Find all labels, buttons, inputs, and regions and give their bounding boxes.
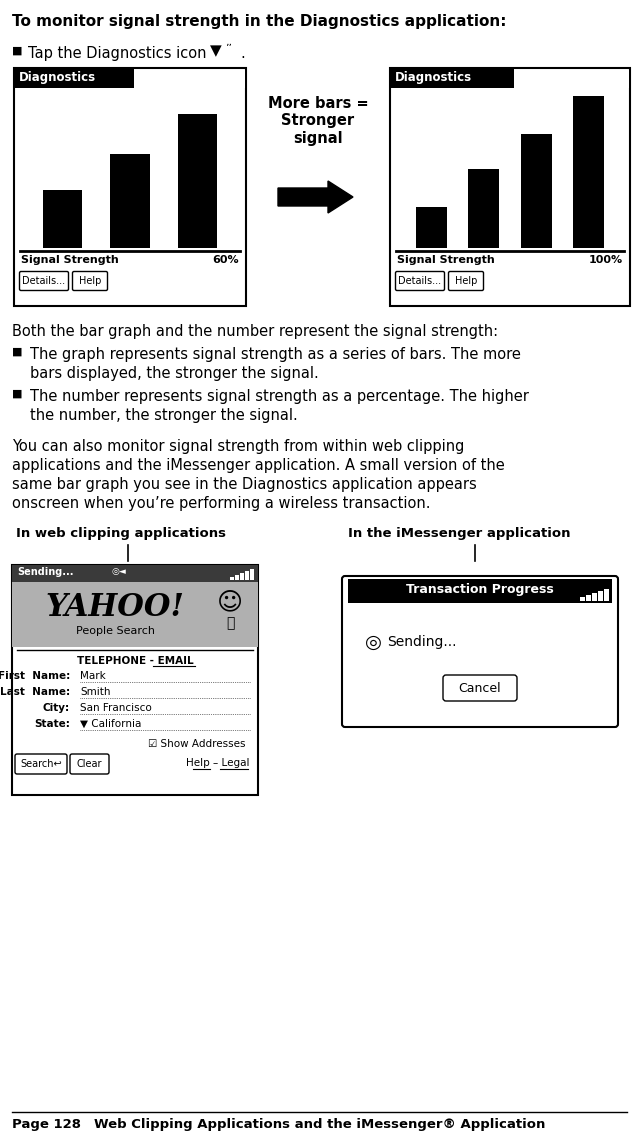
Text: You can also monitor signal strength from within web clipping: You can also monitor signal strength fro…: [12, 439, 465, 454]
Text: Search↩: Search↩: [20, 759, 62, 769]
Text: TELEPHONE - EMAIL: TELEPHONE - EMAIL: [77, 656, 194, 666]
Bar: [12, 566, 258, 582]
Bar: [235, 575, 239, 580]
Bar: [230, 577, 234, 580]
Text: 60%: 60%: [212, 254, 239, 265]
FancyBboxPatch shape: [72, 271, 107, 291]
Text: Mark: Mark: [80, 671, 105, 681]
Bar: [14, 68, 246, 307]
Text: Help: Help: [455, 276, 477, 286]
Text: bars displayed, the stronger the signal.: bars displayed, the stronger the signal.: [30, 366, 319, 381]
Bar: [240, 573, 244, 580]
Text: Clear: Clear: [76, 759, 102, 769]
Text: Transaction Progress: Transaction Progress: [406, 582, 554, 596]
Text: Cancel: Cancel: [459, 682, 502, 694]
Text: The number represents signal strength as a percentage. The higher: The number represents signal strength as…: [30, 389, 529, 404]
Text: First  Name:: First Name:: [0, 671, 70, 681]
FancyBboxPatch shape: [70, 754, 109, 774]
Text: Smith: Smith: [80, 687, 111, 697]
Text: Diagnostics: Diagnostics: [395, 71, 472, 84]
Text: same bar graph you see in the Diagnostics application appears: same bar graph you see in the Diagnostic…: [12, 477, 477, 492]
Bar: [604, 589, 609, 601]
FancyBboxPatch shape: [20, 271, 68, 291]
Text: onscreen when you’re performing a wireless transaction.: onscreen when you’re performing a wirele…: [12, 497, 431, 511]
Text: ■: ■: [12, 46, 22, 57]
Text: 100%: 100%: [589, 254, 623, 265]
Text: Help: Help: [79, 276, 101, 286]
Text: Details...: Details...: [22, 276, 66, 286]
Text: ▼: ▼: [210, 43, 222, 58]
Text: Both the bar graph and the number represent the signal strength:: Both the bar graph and the number repres…: [12, 323, 498, 339]
FancyBboxPatch shape: [449, 271, 484, 291]
Text: The graph represents signal strength as a series of bars. The more: The graph represents signal strength as …: [30, 347, 521, 362]
FancyBboxPatch shape: [15, 754, 67, 774]
Bar: [14, 68, 134, 88]
Text: Signal Strength: Signal Strength: [397, 254, 495, 265]
Text: ⌕: ⌕: [226, 616, 234, 630]
Bar: [514, 70, 629, 88]
Bar: [598, 592, 603, 601]
Bar: [12, 566, 258, 795]
FancyBboxPatch shape: [342, 576, 618, 727]
Text: ☑ Show Addresses: ☑ Show Addresses: [148, 739, 246, 749]
Bar: [580, 597, 585, 601]
Text: Last  Name:: Last Name:: [0, 687, 70, 697]
Bar: [521, 133, 551, 248]
Bar: [348, 579, 612, 603]
Text: applications and the iMessenger application. A small version of the: applications and the iMessenger applicat…: [12, 458, 505, 473]
Text: In the iMessenger application: In the iMessenger application: [348, 527, 571, 539]
Text: People Search: People Search: [76, 625, 155, 636]
Text: ▼ California: ▼ California: [80, 719, 141, 729]
Text: ◎: ◎: [365, 633, 382, 651]
Bar: [390, 68, 514, 88]
Text: Page 128: Page 128: [12, 1119, 81, 1131]
Text: San Francisco: San Francisco: [80, 703, 151, 713]
Bar: [110, 154, 150, 248]
Text: YAHOO!: YAHOO!: [46, 592, 185, 623]
Text: Web Clipping Applications and the iMessenger® Application: Web Clipping Applications and the iMesse…: [95, 1119, 546, 1131]
Bar: [178, 114, 217, 248]
Bar: [468, 169, 499, 248]
Bar: [592, 593, 597, 601]
Text: Details...: Details...: [399, 276, 442, 286]
Bar: [586, 595, 591, 601]
Bar: [390, 68, 630, 307]
Text: State:: State:: [34, 719, 70, 729]
Text: ʼʼ: ʼʼ: [225, 43, 232, 53]
Bar: [134, 70, 245, 88]
FancyBboxPatch shape: [443, 675, 517, 701]
FancyBboxPatch shape: [396, 271, 445, 291]
Text: ☺: ☺: [217, 590, 243, 614]
Text: In web clipping applications: In web clipping applications: [16, 527, 226, 539]
Bar: [250, 569, 254, 580]
Text: Signal Strength: Signal Strength: [21, 254, 119, 265]
Bar: [245, 571, 249, 580]
Text: ■: ■: [12, 347, 22, 357]
Bar: [12, 582, 258, 647]
Bar: [573, 96, 604, 248]
Bar: [43, 190, 82, 248]
Text: Sending...: Sending...: [17, 567, 73, 577]
Bar: [416, 207, 447, 248]
Text: City:: City:: [43, 703, 70, 713]
Text: the number, the stronger the signal.: the number, the stronger the signal.: [30, 408, 298, 423]
Text: ■: ■: [12, 389, 22, 399]
Text: Sending...: Sending...: [387, 634, 456, 649]
Text: Tap the Diagnostics icon: Tap the Diagnostics icon: [28, 46, 206, 61]
FancyArrow shape: [278, 181, 353, 213]
Text: .: .: [240, 46, 245, 61]
Text: Help – Legal: Help – Legal: [187, 758, 250, 768]
Text: Diagnostics: Diagnostics: [19, 71, 96, 84]
Text: ◎◄: ◎◄: [112, 567, 127, 576]
Text: More bars =
Stronger
signal: More bars = Stronger signal: [268, 96, 368, 146]
Text: To monitor signal strength in the Diagnostics application:: To monitor signal strength in the Diagno…: [12, 14, 507, 29]
